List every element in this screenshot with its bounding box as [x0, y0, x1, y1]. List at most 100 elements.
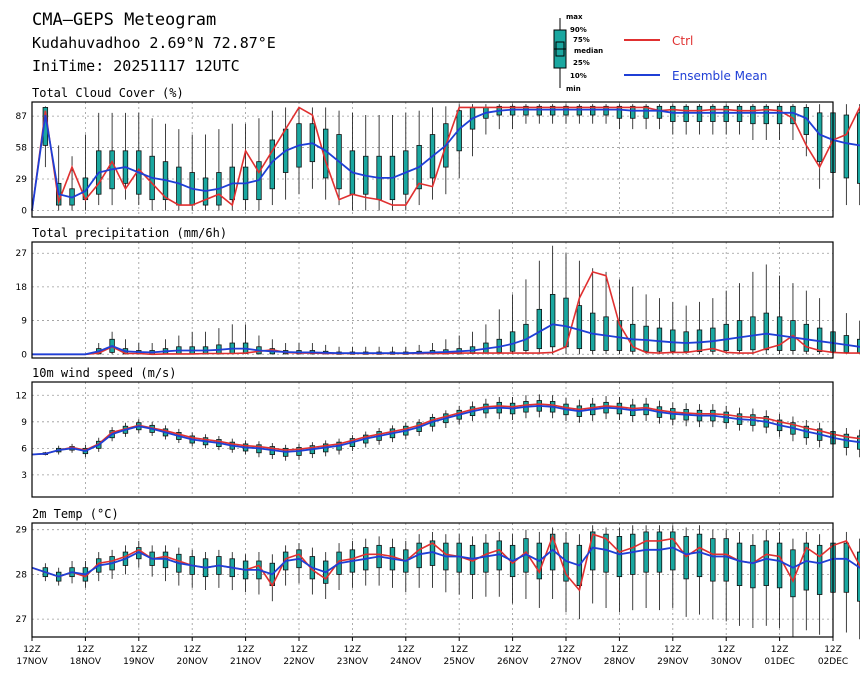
legend-p25: 25%	[573, 59, 590, 67]
y-tick-label: 87	[16, 112, 27, 122]
y-tick-label: 18	[16, 283, 28, 293]
box-cloud	[630, 104, 636, 130]
x-tick-date-label: 21NOV	[230, 657, 262, 667]
x-tick-date-label: 28NOV	[604, 657, 636, 667]
legend-p75: 75%	[573, 36, 590, 44]
box-temp	[403, 540, 409, 593]
box-precip	[536, 260, 542, 355]
x-tick-date-label: 18NOV	[70, 657, 102, 667]
box-temp	[363, 538, 369, 586]
box-iqr	[509, 331, 516, 352]
box-iqr	[816, 544, 823, 595]
box-cloud	[723, 104, 729, 135]
box-precip	[483, 324, 489, 355]
box-cloud	[483, 104, 489, 135]
box-iqr	[683, 331, 689, 353]
box-iqr	[696, 329, 703, 353]
box-iqr	[750, 105, 756, 125]
box-precip	[803, 290, 809, 355]
box-iqr	[790, 105, 796, 125]
box-precip	[843, 313, 850, 355]
legend-boxplot-icon	[553, 18, 567, 88]
y-tick-label: 27	[16, 615, 27, 625]
box-cloud	[216, 129, 222, 211]
chart-title: CMA—GEPS Meteogram	[32, 10, 216, 30]
panel-frame	[31, 522, 834, 638]
box-cloud	[149, 118, 155, 211]
box-iqr	[816, 327, 823, 353]
box-cloud	[389, 115, 396, 211]
panel-cloud: 0 29 58 87	[16, 101, 860, 218]
box-cloud	[269, 110, 275, 206]
box-iqr	[656, 327, 663, 352]
box-iqr	[736, 542, 743, 586]
box-cloud	[296, 107, 302, 195]
ctrl-line-wind	[31, 403, 860, 456]
box-iqr	[656, 531, 663, 573]
box-iqr	[670, 105, 676, 122]
box-temp	[496, 531, 502, 597]
x-tick-date-label: 25NOV	[444, 657, 476, 667]
y-tick-label: 0	[21, 206, 27, 216]
box-iqr	[630, 323, 636, 352]
location-label: Kudahuvadhoo 2.69°N 72.87°E	[32, 34, 276, 52]
box-iqr	[616, 320, 623, 351]
box-cloud	[843, 104, 850, 206]
box-cloud	[696, 104, 703, 135]
box-cloud	[136, 112, 142, 206]
box-iqr	[643, 105, 649, 119]
box-temp	[282, 545, 289, 586]
box-temp	[656, 525, 663, 611]
box-temp	[483, 534, 489, 597]
box-temp	[576, 534, 583, 620]
box-iqr	[643, 325, 649, 352]
box-iqr	[790, 549, 796, 598]
box-precip	[816, 298, 823, 355]
box-iqr	[590, 312, 596, 351]
panel-frame	[31, 241, 834, 359]
x-axis: 12Z 17NOV 12Z 18NOV 12Z 19NOV 12Z 20NOV 12Z 21NOV…	[16, 637, 848, 667]
box-cloud	[790, 104, 796, 140]
box-iqr	[776, 105, 783, 125]
box-temp	[469, 536, 476, 599]
box-cloud	[616, 104, 623, 130]
box-temp	[696, 525, 703, 615]
box-cloud	[403, 112, 409, 211]
panel-frame	[31, 101, 834, 218]
box-precip	[630, 286, 636, 355]
x-tick-date-label: 29NOV	[657, 657, 689, 667]
box-cloud	[242, 123, 249, 211]
box-temp	[523, 529, 529, 599]
box-precip	[242, 324, 249, 355]
box-iqr	[616, 105, 623, 119]
box-cloud	[670, 104, 676, 135]
x-tick-hour-label: 12Z	[344, 645, 362, 655]
box-temp	[736, 531, 743, 626]
box-iqr	[630, 105, 636, 119]
box-cloud	[336, 110, 342, 206]
box-temp	[710, 529, 716, 620]
box-temp	[242, 554, 249, 593]
box-iqr	[723, 538, 729, 582]
box-wind	[843, 428, 850, 456]
x-tick-date-label: 02DEC	[818, 657, 848, 667]
box-precip	[790, 283, 796, 355]
box-temp	[790, 538, 796, 637]
box-iqr	[776, 316, 783, 351]
box-precip	[109, 331, 115, 355]
box-precip	[643, 294, 649, 355]
box-temp	[176, 547, 182, 586]
box-iqr	[590, 105, 596, 116]
box-cloud	[469, 104, 476, 157]
box-iqr	[549, 105, 556, 116]
box-iqr	[670, 531, 676, 571]
box-iqr	[616, 536, 623, 578]
box-iqr	[683, 536, 689, 580]
box-temp	[616, 527, 623, 613]
legend-max: max	[566, 13, 583, 21]
box-temp	[630, 525, 636, 611]
box-temp	[296, 543, 302, 584]
x-tick-date-label: 19NOV	[123, 657, 155, 667]
box-precip	[549, 245, 556, 355]
x-tick-date-label: 24NOV	[390, 657, 422, 667]
